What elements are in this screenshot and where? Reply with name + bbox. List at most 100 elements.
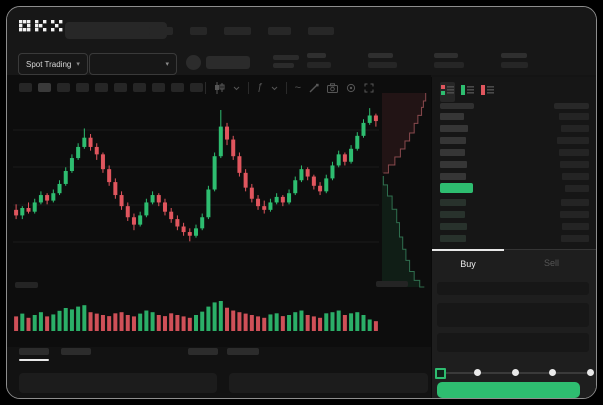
stat-value-bar xyxy=(434,62,464,68)
book-header-amount xyxy=(554,103,589,109)
stat-value-bar xyxy=(368,62,397,68)
stat-label-bar xyxy=(501,53,527,58)
stat-label-bar xyxy=(368,53,393,58)
nav-item[interactable] xyxy=(224,27,251,35)
chart-toolbar-icons: ƒ ~ xyxy=(205,81,374,95)
ask-row[interactable] xyxy=(440,161,589,168)
account-meta-bar xyxy=(273,55,299,60)
camera-icon[interactable] xyxy=(327,83,338,93)
last-price-bar xyxy=(440,183,473,193)
ask-row[interactable] xyxy=(440,149,589,156)
bottom-action[interactable] xyxy=(188,348,218,355)
history-panel xyxy=(229,373,428,393)
interval-button[interactable] xyxy=(76,83,89,92)
market-mode-label: Spot Trading xyxy=(26,59,72,69)
price-bar xyxy=(440,223,467,230)
bottom-actions xyxy=(188,348,259,355)
stat-value-bar xyxy=(307,62,331,68)
price-bar xyxy=(440,125,468,132)
ask-row[interactable] xyxy=(440,113,589,120)
bottom-tab[interactable] xyxy=(19,348,49,361)
price-bar xyxy=(440,235,466,242)
slider-stop[interactable] xyxy=(511,369,519,376)
nav-item[interactable] xyxy=(149,27,173,35)
buy-tab[interactable]: Buy xyxy=(432,249,504,276)
amount-bar xyxy=(559,149,589,156)
bottom-tab[interactable] xyxy=(61,348,91,361)
ask-row[interactable] xyxy=(440,125,589,132)
slider-stop[interactable] xyxy=(434,368,446,379)
nav-item[interactable] xyxy=(268,27,291,35)
okx-logo xyxy=(19,20,63,32)
chart-type-icon[interactable] xyxy=(214,82,225,94)
amount-field[interactable] xyxy=(437,333,589,352)
indicators-icon[interactable]: ƒ xyxy=(257,82,263,93)
slider-stop[interactable] xyxy=(586,369,594,376)
chart-module: ƒ ~ xyxy=(7,75,431,347)
amount-slider[interactable] xyxy=(434,368,594,379)
market-stat xyxy=(368,53,397,68)
amount-bar xyxy=(561,199,589,206)
interval-button[interactable] xyxy=(19,83,32,92)
interval-button[interactable] xyxy=(57,83,70,92)
fullscreen-icon[interactable] xyxy=(364,83,374,93)
pair-dropdown[interactable]: ▾ xyxy=(89,53,177,75)
amount-bar xyxy=(562,173,589,180)
chevron-down-icon[interactable] xyxy=(271,86,278,91)
stat-value-bar xyxy=(501,62,528,68)
toolbar-divider xyxy=(248,82,249,94)
search-input[interactable] xyxy=(65,22,167,39)
amount-bar xyxy=(559,113,589,120)
amount-bar xyxy=(561,125,589,132)
book-header-price xyxy=(440,103,474,109)
nav-item[interactable] xyxy=(190,27,207,35)
slider-stop[interactable] xyxy=(549,369,556,376)
volume-label xyxy=(376,281,408,287)
ask-row[interactable] xyxy=(440,173,589,180)
bid-row[interactable] xyxy=(440,211,589,218)
interval-button[interactable] xyxy=(190,83,203,92)
price-bar xyxy=(440,199,466,206)
nav-item[interactable] xyxy=(308,27,334,35)
interval-button[interactable] xyxy=(38,83,51,92)
draw-icon[interactable] xyxy=(309,83,319,93)
bid-row[interactable] xyxy=(440,235,589,242)
sell-tab[interactable]: Sell xyxy=(504,249,596,276)
bid-row[interactable] xyxy=(440,199,589,206)
market-stat xyxy=(501,53,528,68)
price-field[interactable] xyxy=(437,303,589,327)
last-price-amount xyxy=(565,184,589,192)
last-price-row[interactable] xyxy=(440,183,589,193)
line-style-icon[interactable]: ~ xyxy=(294,81,301,94)
volume-label xyxy=(15,282,38,288)
settings-icon[interactable] xyxy=(346,83,356,93)
slider-stop[interactable] xyxy=(474,369,481,376)
book-toggle-buy-view[interactable] xyxy=(460,82,475,102)
submit-order-button[interactable] xyxy=(437,382,580,398)
order-type-field[interactable] xyxy=(437,282,589,295)
toolbar-divider xyxy=(205,82,206,94)
price-bar xyxy=(440,161,467,168)
bottom-action[interactable] xyxy=(227,348,259,355)
market-stat xyxy=(307,53,331,68)
interval-button[interactable] xyxy=(95,83,108,92)
price-bar xyxy=(440,211,465,218)
chevron-down-icon[interactable] xyxy=(233,86,240,91)
sell-tab-label: Sell xyxy=(543,258,559,268)
interval-button[interactable] xyxy=(133,83,146,92)
bid-row[interactable] xyxy=(440,223,589,230)
market-mode-selector[interactable]: Spot Trading ▾ xyxy=(18,53,88,75)
book-toggle-combined-view[interactable] xyxy=(440,82,455,102)
book-toggle-sell-view[interactable] xyxy=(480,82,495,102)
interval-button[interactable] xyxy=(114,83,127,92)
avatar[interactable] xyxy=(186,55,201,70)
amount-bar xyxy=(557,137,589,144)
ask-rows xyxy=(440,113,589,180)
ask-row[interactable] xyxy=(440,137,589,144)
interval-bar xyxy=(19,83,203,92)
interval-button[interactable] xyxy=(152,83,165,92)
account-button[interactable] xyxy=(206,56,250,69)
interval-button[interactable] xyxy=(171,83,184,92)
candlestick-chart[interactable] xyxy=(13,93,379,293)
account-meta xyxy=(273,55,299,68)
